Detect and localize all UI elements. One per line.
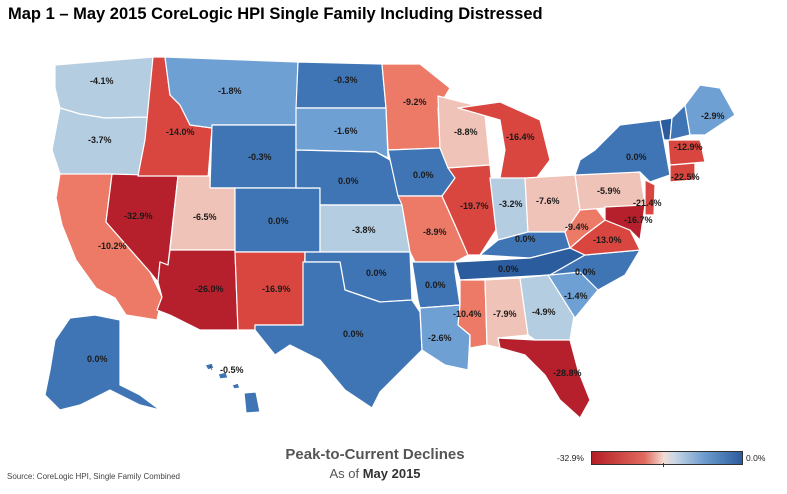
- label-MS: -10.4%: [453, 309, 482, 319]
- state-FL: [497, 337, 591, 419]
- color-scale-bar: [591, 451, 743, 465]
- label-CA: -10.2%: [98, 241, 127, 251]
- color-scale-tick: [663, 463, 664, 467]
- label-NV: -32.9%: [124, 211, 153, 221]
- label-WI: -8.8%: [454, 127, 478, 137]
- legend-subtitle: As of May 2015: [270, 466, 480, 481]
- label-TN: 0.0%: [498, 264, 519, 274]
- scale-min-label: -32.9%: [557, 453, 584, 463]
- label-KS: -3.8%: [352, 225, 376, 235]
- label-ID: -14.0%: [166, 127, 195, 137]
- state-AK: [44, 314, 161, 411]
- label-OR: -3.7%: [88, 135, 112, 145]
- label-NJ: -21.4%: [633, 198, 662, 208]
- label-FL: -28.8%: [553, 368, 582, 378]
- state-WA: [54, 56, 154, 119]
- label-NC: 0.0%: [575, 267, 596, 277]
- label-MA: -12.9%: [674, 142, 703, 152]
- label-MI: -16.4%: [506, 132, 535, 142]
- label-NM: -16.9%: [262, 284, 291, 294]
- label-SD: -1.6%: [334, 126, 358, 136]
- hi-leader-line: [209, 365, 213, 371]
- label-LA: -2.6%: [428, 333, 452, 343]
- map-title: Map 1 – May 2015 CoreLogic HPI Single Fa…: [8, 5, 543, 23]
- label-IL: -19.7%: [460, 201, 489, 211]
- label-HI: -0.5%: [220, 365, 244, 375]
- label-MD: -16.7%: [624, 215, 653, 225]
- label-WA: -4.1%: [90, 76, 114, 86]
- label-SC: -1.4%: [564, 291, 588, 301]
- label-NY: 0.0%: [626, 152, 647, 162]
- state-HI: [204, 362, 261, 414]
- state-TX: [254, 261, 423, 409]
- label-CT: -22.5%: [671, 172, 700, 182]
- label-GA: -4.9%: [532, 307, 556, 317]
- state-NY: [574, 119, 671, 183]
- label-PA: -5.9%: [597, 186, 621, 196]
- legend-title: Peak-to-Current Declines: [285, 446, 465, 463]
- legend-subtitle-date: May 2015: [362, 466, 421, 481]
- source-note: Source: CoreLogic HPI, Single Family Com…: [7, 472, 180, 481]
- label-NE: 0.0%: [338, 176, 359, 186]
- legend-subtitle-prefix: As of: [329, 466, 363, 481]
- label-OH: -7.6%: [536, 196, 560, 206]
- label-MO: -8.9%: [423, 227, 447, 237]
- state-MA: [667, 139, 706, 166]
- state-ME: [684, 84, 736, 136]
- state-ND: [295, 61, 387, 109]
- state-MD: [604, 204, 646, 241]
- label-AK: 0.0%: [87, 354, 108, 364]
- label-ME: -2.9%: [701, 111, 725, 121]
- label-CO: 0.0%: [268, 216, 289, 226]
- label-IN: -3.2%: [499, 199, 523, 209]
- label-AZ: -26.0%: [195, 284, 224, 294]
- label-TX: 0.0%: [343, 329, 364, 339]
- scale-max-label: 0.0%: [746, 453, 766, 463]
- state-IN: [489, 177, 529, 241]
- label-UT: -6.5%: [193, 212, 217, 222]
- label-MT: -1.8%: [218, 86, 242, 96]
- state-NJ: [644, 179, 656, 216]
- label-VA: -13.0%: [593, 235, 622, 245]
- label-ND: -0.3%: [334, 75, 358, 85]
- label-OK: 0.0%: [366, 268, 387, 278]
- label-AR: 0.0%: [425, 280, 446, 290]
- label-WV: -9.4%: [565, 222, 589, 232]
- label-IA: 0.0%: [413, 170, 434, 180]
- label-AL: -7.9%: [493, 309, 517, 319]
- label-WY: -0.3%: [248, 152, 272, 162]
- label-MN: -9.2%: [403, 97, 427, 107]
- label-KY: 0.0%: [515, 234, 536, 244]
